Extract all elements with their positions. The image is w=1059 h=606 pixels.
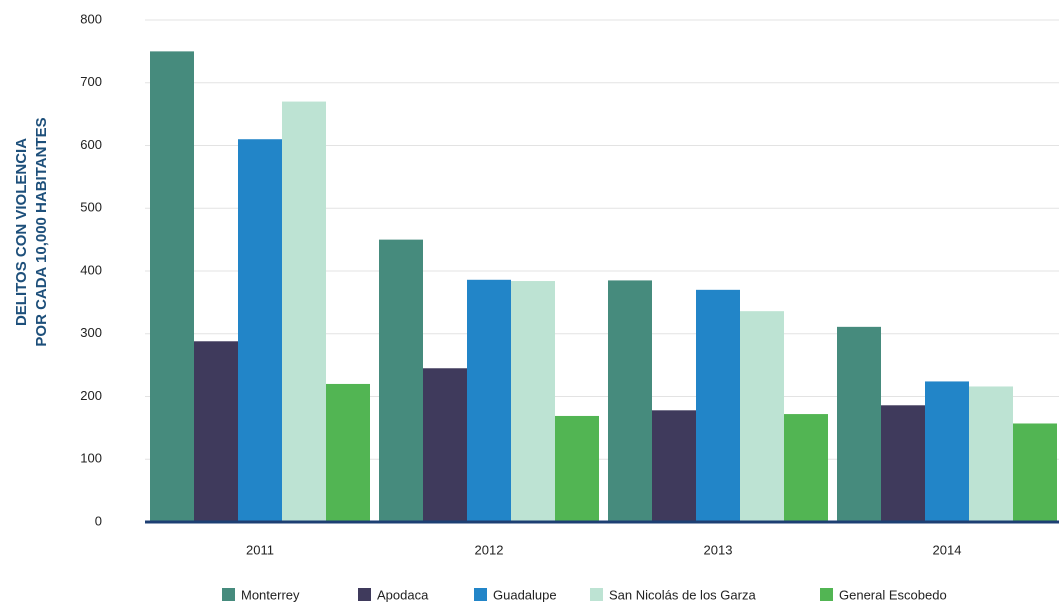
y-tick-label: 100: [80, 451, 102, 466]
bar: [784, 414, 828, 522]
legend-label: Apodaca: [377, 587, 429, 602]
legend-swatch: [474, 588, 487, 601]
bar: [1013, 423, 1057, 522]
legend-label: General Escobedo: [839, 587, 947, 602]
x-tick-label: 2012: [475, 542, 504, 557]
y-tick-label: 300: [80, 325, 102, 340]
x-tick-label: 2011: [246, 542, 274, 557]
bar: [467, 279, 511, 522]
bar: [925, 381, 969, 522]
bar: [238, 139, 282, 522]
bar: [608, 280, 652, 522]
y-tick-label: 700: [80, 74, 102, 89]
y-tick-label: 500: [80, 200, 102, 215]
legend-label: Guadalupe: [493, 587, 557, 602]
x-tick-label: 2014: [933, 542, 962, 557]
legend-swatch: [590, 588, 603, 601]
y-axis-title: DELITOS CON VIOLENCIA: [13, 138, 30, 326]
y-tick-label: 600: [80, 137, 102, 152]
legend-swatch: [820, 588, 833, 601]
bar: [555, 415, 599, 522]
bar: [837, 326, 881, 522]
bar: [696, 289, 740, 522]
bar: [282, 101, 326, 522]
legend-label: San Nicolás de los Garza: [609, 587, 756, 602]
bar: [326, 383, 370, 522]
bar: [740, 311, 784, 522]
x-tick-label: 2013: [704, 542, 733, 557]
legend-swatch: [222, 588, 235, 601]
bar: [194, 341, 238, 522]
bar: [652, 410, 696, 522]
y-tick-label: 200: [80, 388, 102, 403]
bar: [150, 51, 194, 522]
y-tick-label: 800: [80, 11, 102, 26]
legend-swatch: [358, 588, 371, 601]
y-tick-label: 400: [80, 262, 102, 277]
bar: [969, 386, 1013, 522]
legend-label: Monterrey: [241, 587, 300, 602]
y-tick-label: 0: [95, 513, 102, 528]
bar: [511, 281, 555, 522]
bar: [379, 239, 423, 522]
bar: [881, 405, 925, 522]
bar: [423, 368, 467, 522]
y-axis-title: POR CADA 10,000 HABITANTES: [33, 117, 50, 346]
